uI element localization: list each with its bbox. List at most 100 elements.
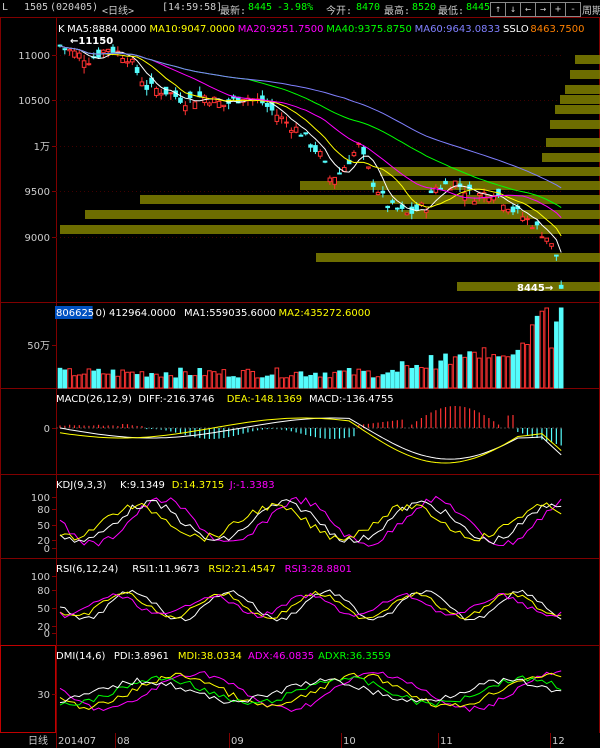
volume-profile-bar — [570, 70, 600, 79]
volume-bar — [443, 353, 448, 389]
candle-body — [101, 49, 106, 54]
volume-bar — [505, 356, 511, 389]
change-value: -3.98% — [277, 2, 314, 13]
right-arrow-button[interactable]: → — [535, 2, 551, 17]
open-value: 8470 — [356, 2, 381, 13]
candle-body — [337, 172, 342, 175]
volume-bar — [476, 357, 482, 389]
zoom-out-button[interactable]: - — [565, 2, 581, 17]
volume-bar — [486, 357, 492, 389]
volume-bar — [462, 356, 468, 389]
volume-bar — [240, 370, 246, 389]
candle-body — [129, 58, 135, 63]
indicator-value: MA2:435272.6000 — [279, 308, 371, 319]
candle-body — [433, 186, 439, 193]
left-arrow-button[interactable]: ← — [520, 2, 536, 17]
volume-bar — [134, 374, 140, 389]
macd-line — [59, 417, 562, 464]
volume-bar — [390, 369, 395, 389]
candle-body — [192, 101, 198, 110]
volume-bar — [525, 344, 530, 389]
candle-body — [529, 227, 535, 230]
low-value: 8445 — [466, 2, 491, 13]
candle-body — [211, 96, 217, 104]
volume-bar — [101, 373, 106, 389]
volume-profile — [60, 55, 600, 291]
price-y-label: 1万 — [34, 142, 50, 153]
volume-bar — [419, 366, 424, 389]
volume-bar — [351, 374, 357, 389]
kdj-y-label: 50 — [37, 521, 50, 532]
volume-bar — [125, 371, 130, 389]
candle-body — [317, 150, 323, 157]
volume-bar — [327, 377, 333, 389]
candle-body — [284, 121, 289, 124]
candle-body — [274, 114, 280, 122]
volume-bar — [115, 375, 121, 389]
candle-body — [62, 48, 68, 51]
volume-bar — [264, 375, 270, 389]
symbol-code: (020405) — [50, 2, 99, 13]
candle-body — [452, 180, 458, 188]
candle-body — [158, 92, 164, 96]
volume-bar — [298, 371, 304, 389]
candle-body — [385, 205, 390, 209]
volume-bar — [293, 371, 299, 389]
volume-bar — [554, 321, 559, 389]
volume-bar — [260, 377, 265, 389]
volume-bar — [255, 377, 260, 389]
volume-bar — [496, 356, 501, 389]
volume-bar — [62, 369, 68, 389]
ma5-line — [59, 45, 562, 253]
indicator-value: MA10:9047.0000 — [149, 24, 235, 35]
macd-y-label: 0 — [44, 424, 50, 435]
candle-body — [472, 200, 477, 205]
candle-body — [289, 129, 294, 133]
candle-body — [554, 254, 559, 257]
candle-body — [399, 204, 405, 209]
indicator-headers: K MA5:8884.0000 MA10:9047.0000 MA20:9251.75… — [55, 24, 584, 662]
high-label: 最高: — [384, 6, 411, 17]
candle-body — [221, 104, 227, 108]
volume-bar — [539, 310, 545, 389]
candle-body — [120, 58, 125, 64]
up-arrow-button[interactable]: ↑ — [490, 2, 506, 17]
volume-bar — [245, 368, 251, 389]
volume-bar — [423, 367, 429, 389]
volume-bar — [269, 374, 275, 389]
price-y-label: 9500 — [25, 187, 50, 198]
zoom-in-button[interactable]: + — [550, 2, 566, 17]
x-axis: 日线 201407 08 09 10 11 12 — [0, 733, 600, 748]
volume-bar — [342, 370, 347, 389]
volume-bar — [491, 354, 497, 389]
x-axis-label: 201407 — [58, 736, 96, 747]
volume-bar — [173, 377, 178, 389]
x-axis-label: 09 — [231, 736, 244, 747]
volume-bar — [110, 369, 116, 389]
indicator-value: ADXR:36.3559 — [318, 651, 391, 662]
volume-bar — [105, 373, 111, 389]
candle-body — [67, 48, 72, 52]
candle-body — [134, 67, 140, 74]
candle-body — [380, 190, 386, 194]
volume-bar — [375, 376, 381, 389]
candle-body — [544, 237, 550, 242]
indicator-lines — [59, 417, 562, 713]
indicator-value: MA20:9251.7500 — [238, 24, 324, 35]
volume-profile-bar — [316, 253, 600, 262]
indicator-value: MA5:8884.0000 — [67, 24, 146, 35]
indicator-value: MDI:38.0334 — [178, 651, 242, 662]
indicator-value: MACD(26,12,9) — [56, 394, 132, 405]
period-button[interactable]: 周期 — [582, 6, 600, 17]
volume-bar — [197, 368, 203, 389]
candlesticks — [57, 44, 564, 289]
down-arrow-button[interactable]: ↓ — [505, 2, 521, 17]
candle-body — [86, 63, 92, 66]
volume-bar — [481, 347, 487, 389]
macd-line — [59, 417, 562, 460]
volume-bar — [549, 347, 554, 389]
volume-bar — [250, 370, 256, 389]
volume-bar — [96, 368, 101, 389]
indicator-value: MA40:9375.8750 — [326, 24, 412, 35]
